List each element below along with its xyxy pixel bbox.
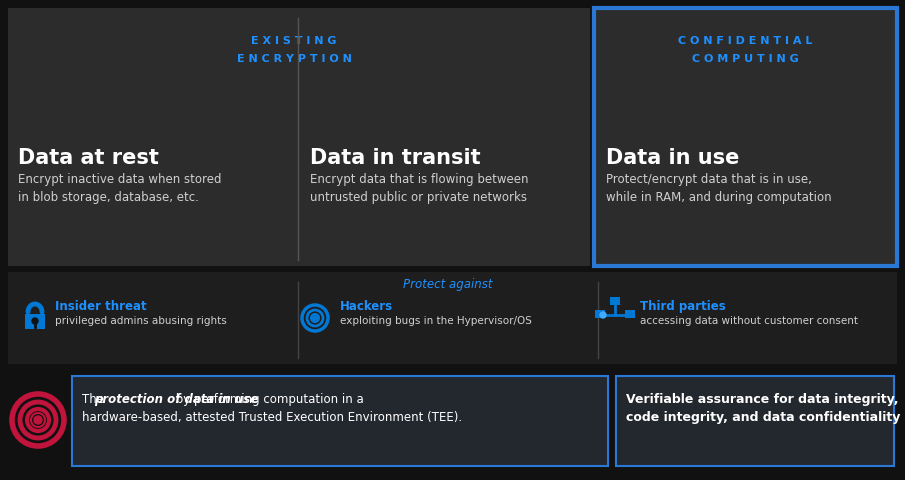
Text: E N C R Y P T I O N: E N C R Y P T I O N	[236, 54, 351, 64]
Text: C O N F I D E N T I A L: C O N F I D E N T I A L	[678, 36, 812, 46]
Circle shape	[32, 318, 38, 324]
Text: Data in use: Data in use	[606, 148, 739, 168]
Text: exploiting bugs in the Hypervisor/OS: exploiting bugs in the Hypervisor/OS	[340, 316, 532, 326]
Text: code integrity, and data confidentiality: code integrity, and data confidentiality	[626, 411, 900, 424]
Circle shape	[600, 312, 606, 318]
Text: Data at rest: Data at rest	[18, 148, 159, 168]
Text: privileged admins abusing rights: privileged admins abusing rights	[55, 316, 227, 326]
Circle shape	[312, 315, 318, 321]
Text: Protect against: Protect against	[404, 278, 492, 291]
Bar	[610, 297, 620, 305]
Bar	[8, 272, 897, 364]
Text: C O M P U T I N G: C O M P U T I N G	[691, 54, 798, 64]
Bar	[594, 8, 897, 266]
Text: hardware-based, attested Trusted Execution Environment (TEE).: hardware-based, attested Trusted Executi…	[82, 411, 462, 424]
Text: protection of data in use: protection of data in use	[94, 393, 259, 406]
Text: Hackers: Hackers	[340, 300, 393, 313]
Bar	[595, 310, 605, 318]
Text: Insider threat: Insider threat	[55, 300, 147, 313]
Text: accessing data without customer consent: accessing data without customer consent	[640, 316, 858, 326]
Text: Encrypt inactive data when stored
in blob storage, database, etc.: Encrypt inactive data when stored in blo…	[18, 173, 222, 204]
Bar	[72, 376, 608, 466]
Text: Encrypt data that is flowing between
untrusted public or private networks: Encrypt data that is flowing between unt…	[310, 173, 529, 204]
Text: Verifiable assurance for data integrity,: Verifiable assurance for data integrity,	[626, 393, 899, 406]
Text: Protect/encrypt data that is in use,
while in RAM, and during computation: Protect/encrypt data that is in use, whi…	[606, 173, 832, 204]
Bar	[25, 314, 45, 329]
Bar	[625, 310, 635, 318]
Bar	[8, 370, 897, 472]
Bar	[594, 8, 897, 266]
Text: Third parties: Third parties	[640, 300, 726, 313]
Circle shape	[34, 416, 42, 424]
Text: Data in transit: Data in transit	[310, 148, 481, 168]
Text: E X I S T I N G: E X I S T I N G	[252, 36, 337, 46]
Bar	[616, 376, 894, 466]
Text: by performing computation in a: by performing computation in a	[172, 393, 364, 406]
Bar	[8, 8, 590, 266]
Text: The: The	[82, 393, 108, 406]
